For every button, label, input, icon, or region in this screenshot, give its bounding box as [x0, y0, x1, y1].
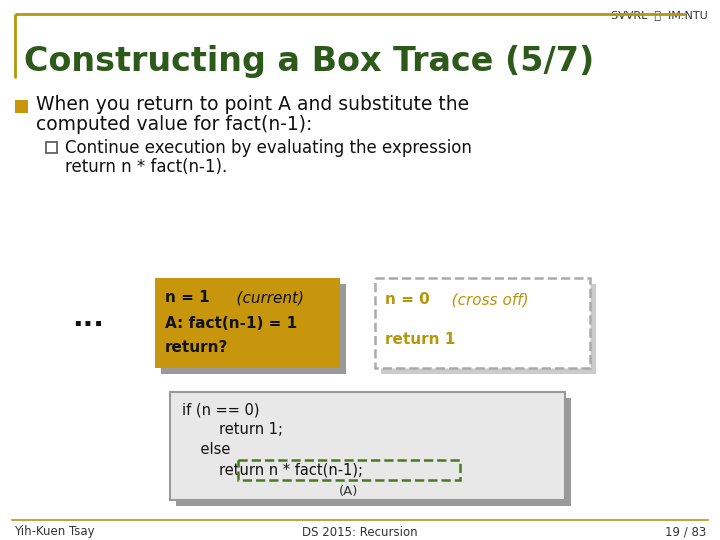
Text: (A): (A) — [339, 485, 359, 498]
Text: return n * fact(n-1).: return n * fact(n-1). — [65, 158, 228, 176]
FancyBboxPatch shape — [155, 278, 340, 368]
Text: A: fact(n-1) = 1: A: fact(n-1) = 1 — [165, 316, 297, 332]
Text: (cross off): (cross off) — [437, 293, 528, 307]
Text: return n * fact(n-1);: return n * fact(n-1); — [182, 462, 363, 477]
Text: n = 0: n = 0 — [385, 293, 430, 307]
Text: ...: ... — [72, 304, 104, 332]
Text: Yih-Kuen Tsay: Yih-Kuen Tsay — [14, 525, 94, 538]
Text: return 1;: return 1; — [182, 422, 283, 437]
FancyBboxPatch shape — [15, 100, 28, 113]
Text: (current): (current) — [217, 291, 304, 306]
Text: Constructing a Box Trace (5/7): Constructing a Box Trace (5/7) — [24, 45, 594, 78]
FancyBboxPatch shape — [381, 284, 596, 374]
Text: return 1: return 1 — [385, 333, 455, 348]
Text: When you return to point A and substitute the: When you return to point A and substitut… — [36, 96, 469, 114]
Text: Continue execution by evaluating the expression: Continue execution by evaluating the exp… — [65, 139, 472, 157]
Text: SVVRL  Ⓝ  IM.NTU: SVVRL Ⓝ IM.NTU — [611, 10, 708, 20]
Text: n = 1: n = 1 — [165, 291, 210, 306]
Text: return?: return? — [165, 341, 228, 355]
Text: computed value for fact(n-1):: computed value for fact(n-1): — [36, 114, 312, 133]
Text: 19 / 83: 19 / 83 — [665, 525, 706, 538]
Text: else: else — [182, 442, 230, 457]
FancyBboxPatch shape — [161, 284, 346, 374]
FancyBboxPatch shape — [176, 398, 571, 506]
Text: if (n == 0): if (n == 0) — [182, 402, 259, 417]
Text: DS 2015: Recursion: DS 2015: Recursion — [302, 525, 418, 538]
FancyBboxPatch shape — [170, 392, 565, 500]
FancyBboxPatch shape — [375, 278, 590, 368]
